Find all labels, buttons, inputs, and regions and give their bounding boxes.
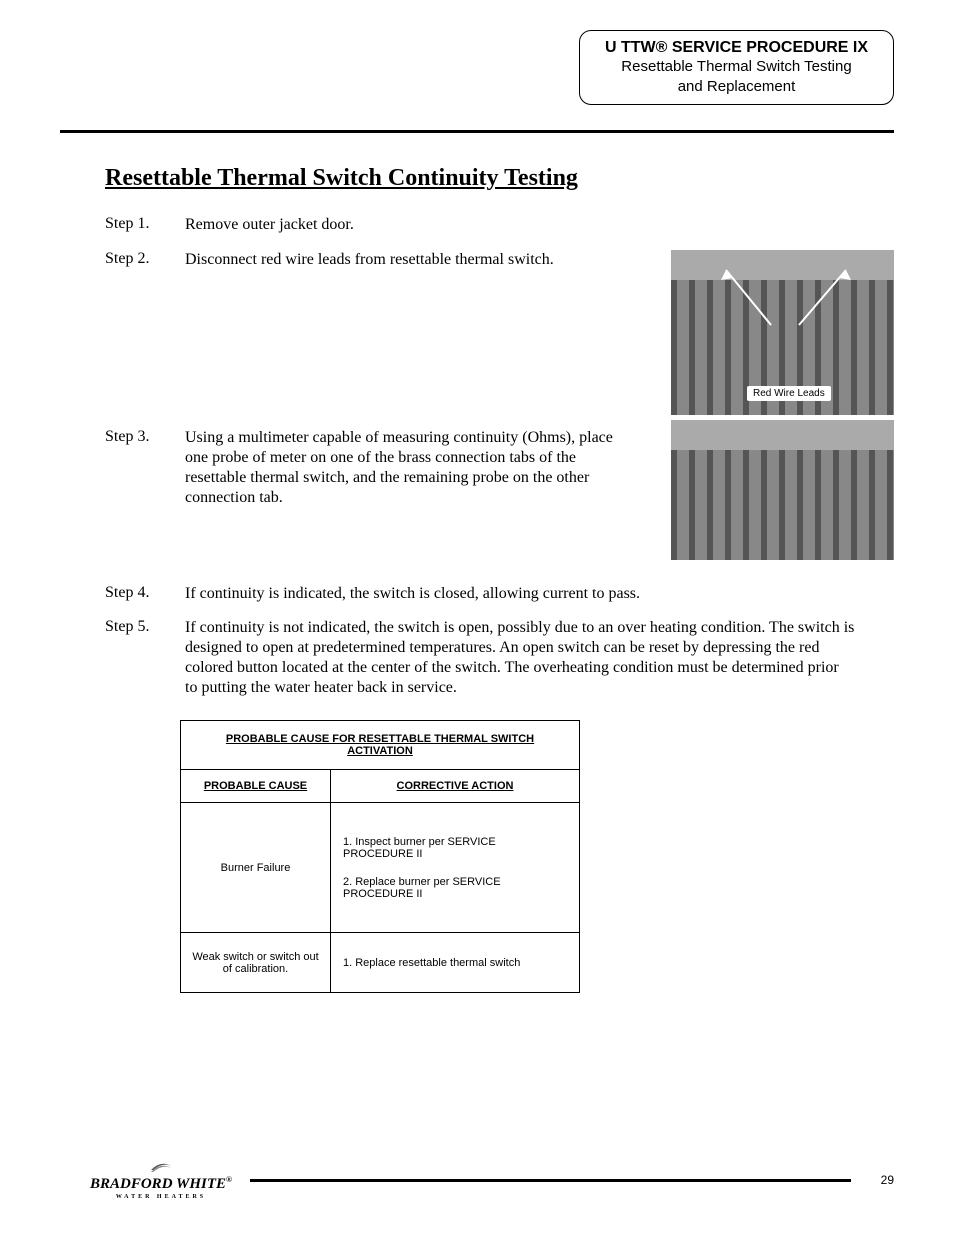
step-2: Step 2. Disconnect red wire leads from r… — [105, 250, 554, 270]
table-row: Weak switch or switch out of calibration… — [181, 933, 580, 993]
procedure-subtitle-1: Resettable Thermal Switch Testing — [600, 57, 873, 77]
action-cell: 1. Inspect burner per SERVICE PROCEDURE … — [331, 803, 580, 933]
photo-red-wire-leads: Red Wire Leads — [671, 250, 894, 415]
cause-cell: Burner Failure — [181, 803, 331, 933]
step-label: Step 4. — [105, 584, 185, 602]
step-label: Step 1. — [105, 215, 185, 233]
step-text: Remove outer jacket door. — [185, 215, 354, 235]
table-title-row: PROBABLE CAUSE FOR RESETTABLE THERMAL SW… — [181, 721, 580, 770]
table-header-row: PROBABLE CAUSE CORRECTIVE ACTION — [181, 770, 580, 803]
photo-label: Red Wire Leads — [747, 386, 831, 401]
action-line: 2. Replace burner per SERVICE PROCEDURE … — [343, 876, 567, 900]
col-header-action: CORRECTIVE ACTION — [331, 770, 580, 803]
action-cell: 1. Replace resettable thermal switch — [331, 933, 580, 993]
step-text: If continuity is not indicated, the swit… — [185, 618, 855, 698]
horizontal-rule — [60, 130, 894, 133]
step-label: Step 2. — [105, 250, 185, 268]
brand-tagline: WATER HEATERS — [90, 1194, 232, 1200]
table-title: PROBABLE CAUSE FOR RESETTABLE THERMAL SW… — [181, 721, 580, 770]
table-row: Burner Failure 1. Inspect burner per SER… — [181, 803, 580, 933]
procedure-subtitle-2: and Replacement — [600, 77, 873, 97]
action-line: 1. Replace resettable thermal switch — [343, 957, 567, 969]
photo-probe-connection — [671, 420, 894, 560]
photo-top-region — [671, 420, 894, 450]
step-text: If continuity is indicated, the switch i… — [185, 584, 640, 604]
step-text: Disconnect red wire leads from resettabl… — [185, 250, 554, 270]
step-4: Step 4. If continuity is indicated, the … — [105, 584, 640, 604]
col-header-cause: PROBABLE CAUSE — [181, 770, 331, 803]
step-3: Step 3. Using a multimeter capable of me… — [105, 428, 620, 508]
action-line: 1. Inspect burner per SERVICE PROCEDURE … — [343, 836, 567, 860]
step-1: Step 1. Remove outer jacket door. — [105, 215, 354, 235]
cause-cell: Weak switch or switch out of calibration… — [181, 933, 331, 993]
probable-cause-table: PROBABLE CAUSE FOR RESETTABLE THERMAL SW… — [180, 720, 580, 993]
step-label: Step 3. — [105, 428, 185, 446]
step-5: Step 5. If continuity is not indicated, … — [105, 618, 855, 698]
procedure-header-box: U TTW® SERVICE PROCEDURE IX Resettable T… — [579, 30, 894, 105]
footer-rule — [250, 1179, 851, 1182]
step-text: Using a multimeter capable of measuring … — [185, 428, 620, 508]
procedure-title: U TTW® SERVICE PROCEDURE IX — [600, 39, 873, 57]
brand-name: BRADFORD WHITE® — [90, 1176, 232, 1192]
page-footer: BRADFORD WHITE® WATER HEATERS 29 — [90, 1160, 894, 1200]
brand-logo: BRADFORD WHITE® WATER HEATERS — [90, 1160, 232, 1200]
step-label: Step 5. — [105, 618, 185, 636]
logo-swoosh-icon — [149, 1160, 173, 1174]
page-number: 29 — [881, 1173, 894, 1187]
section-title: Resettable Thermal Switch Continuity Tes… — [105, 165, 578, 192]
